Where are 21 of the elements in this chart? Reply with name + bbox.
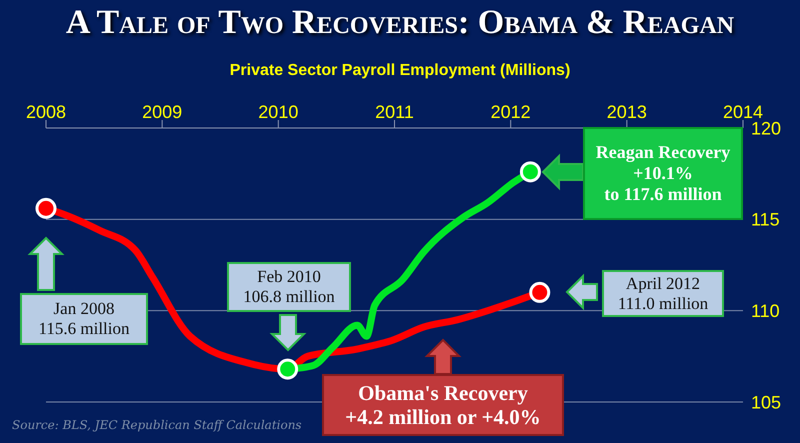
x-tick-label: 2011 <box>375 102 414 122</box>
source-note: Source: BLS, JEC Republican Staff Calculations <box>12 418 303 432</box>
point <box>277 358 298 380</box>
chart-subtitle: Private Sector Payroll Employment (Millions) <box>228 62 572 80</box>
x-tick-label: 2009 <box>142 102 182 122</box>
chart-title: A Tale of Two Recoveries: Obama & Reagan <box>64 4 736 42</box>
y-tick-label: 105 <box>751 392 782 412</box>
x-tick-label: 2012 <box>490 102 531 122</box>
x-tick-label: 2008 <box>26 102 66 122</box>
x-tick-label: 2010 <box>258 102 298 122</box>
annotation: Jan 2008 115.6 million <box>20 293 148 345</box>
point <box>529 282 550 303</box>
annotation: April 2012 111.0 million <box>602 270 724 317</box>
y-tick-label: 110 <box>751 301 780 322</box>
point <box>36 198 56 219</box>
annotation: Feb 2010 106.8 million <box>227 262 351 312</box>
annotation: Reagan Recovery +10.1% to 117.6 million <box>583 127 743 220</box>
point <box>520 161 541 182</box>
x-tick-label: 2013 <box>606 102 647 122</box>
annotation: Obama's Recovery +4.2 million or +4.0% <box>322 374 564 436</box>
y-tick-label: 115 <box>751 210 780 230</box>
